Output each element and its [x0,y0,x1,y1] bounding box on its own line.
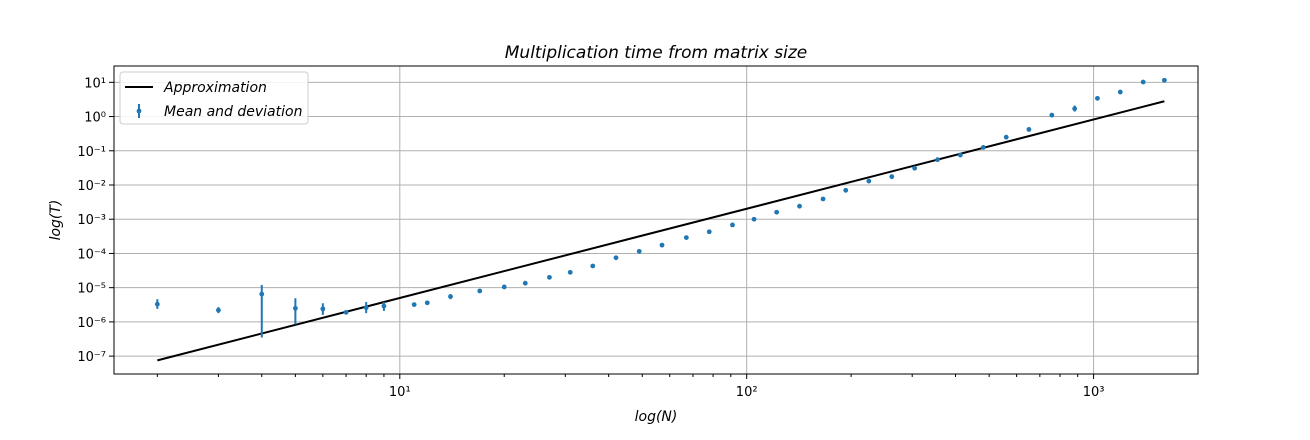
data-point [424,300,430,306]
data-point [547,274,552,280]
data-point [957,152,963,158]
data-point [935,157,940,163]
data-point [706,229,712,235]
data-point [797,203,802,209]
data-point [1072,106,1078,112]
data-point [889,174,895,180]
data-point [154,301,160,307]
x-tick-label: 10¹ [389,385,411,400]
approximation-line [157,100,1165,362]
x-axis-title: log(N) [635,409,678,425]
data-point [381,303,387,309]
data-point [1026,127,1032,132]
data-point [980,145,986,150]
legend-measured-swatch [136,104,142,118]
data-point [613,255,619,261]
data-point [448,294,453,299]
data-point [363,305,369,311]
data-point [866,178,872,184]
y-tick-label: 10⁻¹ [77,145,106,160]
data-point [820,196,826,202]
y-axis-title: log(T) [48,200,64,241]
data-point [501,284,507,290]
y-tick-label: 10⁻⁶ [77,316,106,331]
data-point [912,165,918,171]
legend-data-point [136,108,142,114]
data-point [843,187,849,193]
y-tick-label: 10⁻⁷ [77,350,106,365]
data-point [320,306,326,312]
approximation-series [157,100,1165,362]
data-point [477,288,483,294]
data-point [216,307,221,313]
plot-frame [113,65,1199,375]
y-tick-label: 10⁻⁴ [77,247,106,262]
legend-box [119,71,309,125]
data-point [1003,134,1009,140]
data-point [1140,79,1146,85]
data-point [259,291,265,297]
y-tick-label: 10⁻³ [77,213,106,228]
data-point [1161,77,1167,83]
data-point [659,242,665,248]
y-tick-label: 10⁻⁵ [77,282,106,297]
data-point [522,280,528,286]
data-point [590,263,596,269]
axis-ticks: 10¹ 10² 10³ 10⁻⁷ 10⁻⁶ 10⁻⁵ 10⁻⁴ 10⁻³ 10⁻² 10⁻¹ 10⁰… [77,76,1104,400]
y-tick-label: 10⁻² [77,179,106,194]
data-point [411,302,417,307]
data-point [730,222,735,228]
data-point [636,248,642,254]
data-point [1117,89,1123,95]
x-tick-label: 10² [736,385,758,400]
y-tick-label: 10⁰ [84,111,106,126]
x-tick-label: 10³ [1083,385,1105,400]
legend-measured-label: Mean and deviation [164,104,302,120]
data-point [1049,112,1055,118]
data-point [343,309,349,315]
legend: Approximation Mean and deviation [119,71,309,125]
data-point [1095,95,1100,101]
measured-series [154,77,1167,338]
y-tick-label: 10¹ [84,76,106,91]
data-point [751,216,757,222]
chart-title: Multiplication time from matrix size [505,43,807,63]
data-point [774,209,780,215]
data-point [292,305,298,311]
legend-approximation-label: Approximation [163,80,267,96]
data-point [567,269,573,275]
data-point [683,235,689,241]
